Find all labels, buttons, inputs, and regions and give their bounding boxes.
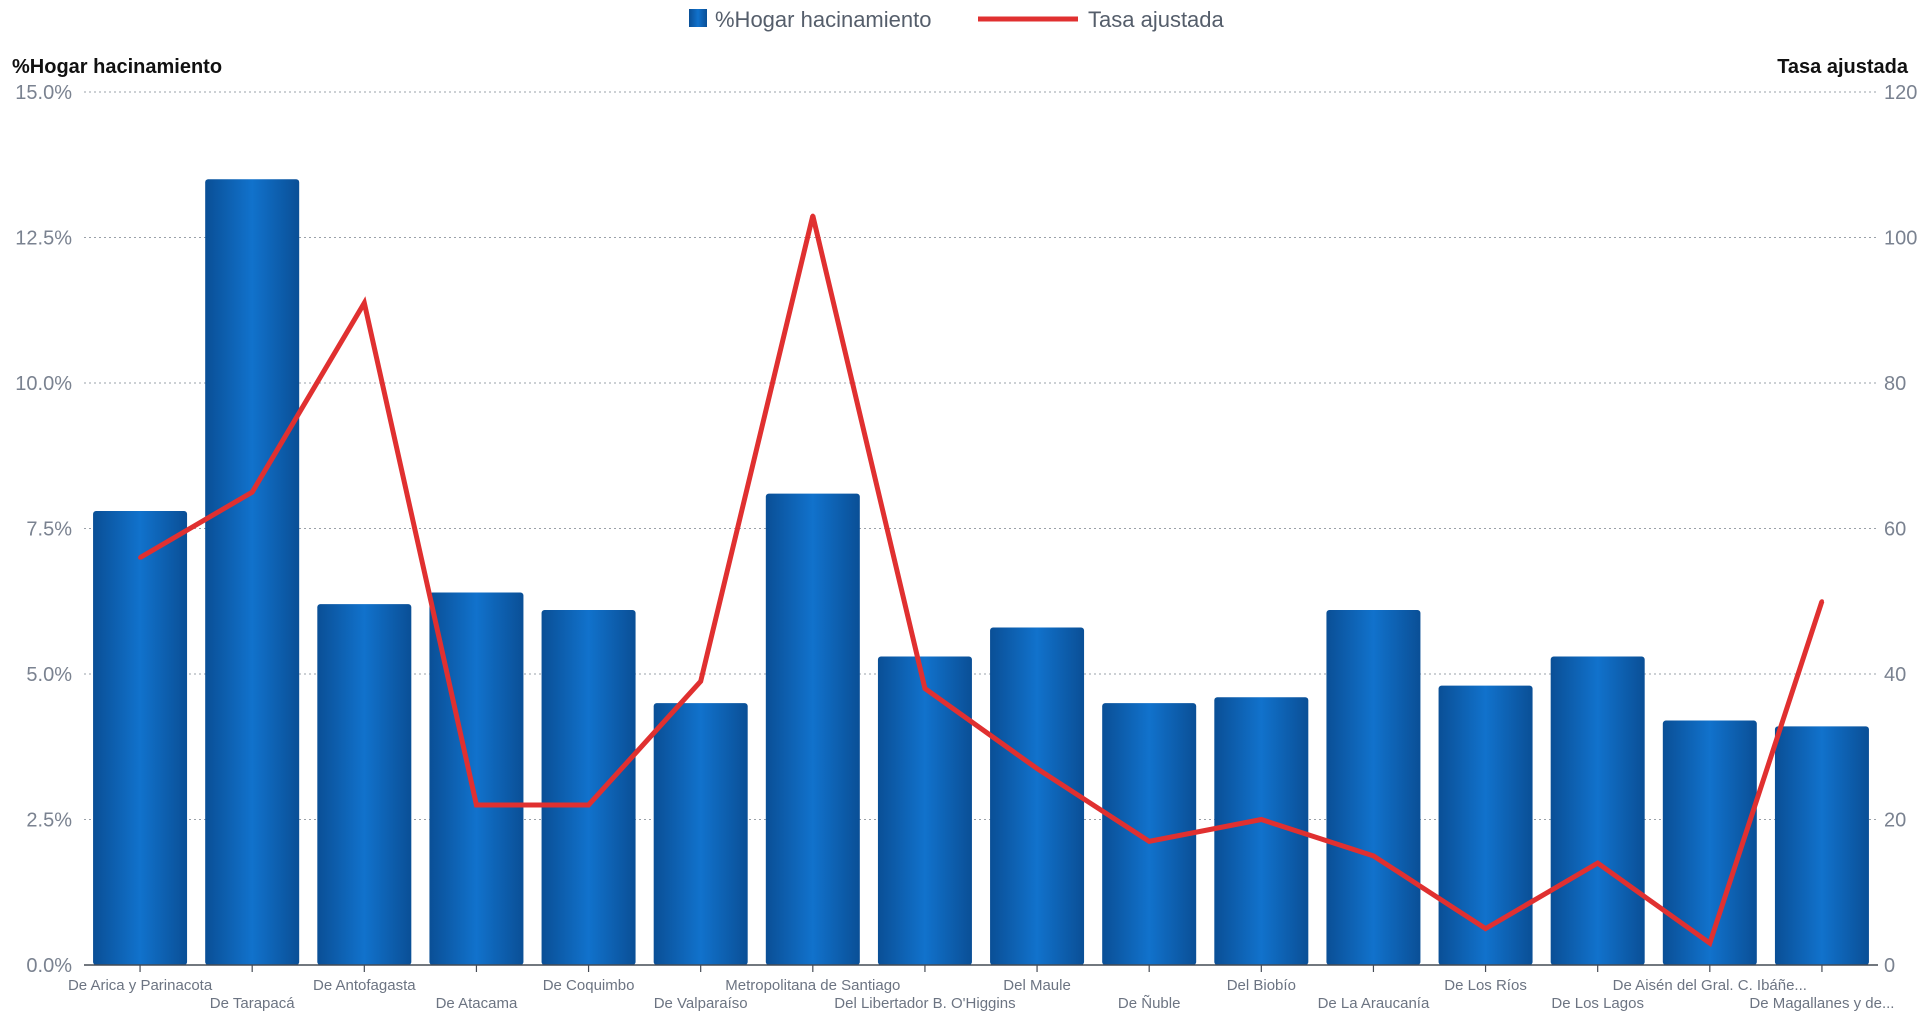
line-point [810, 213, 815, 218]
right-tick-label: 100 [1884, 228, 1917, 250]
line-point [1035, 766, 1040, 771]
bar-series [93, 179, 1869, 966]
line-path [138, 215, 1825, 948]
bar [317, 604, 412, 965]
line-point [250, 490, 255, 495]
line-point [1483, 926, 1488, 931]
right-tick-label: 80 [1884, 373, 1906, 395]
left-axis-ticks: 0.0% 2.5% 5.0% 7.5% 10.0% 12.5% 15.0% [15, 82, 72, 977]
left-tick-label: 12.5% [15, 228, 72, 250]
category-label: Del Biobío [1227, 977, 1296, 994]
line-point [362, 300, 367, 305]
category-label: De Ñuble [1118, 995, 1181, 1011]
left-tick-label: 5.0% [26, 664, 72, 686]
category-label: De Los Lagos [1551, 995, 1644, 1011]
bar [429, 592, 524, 965]
legend-label-bar: %Hogar hacinamiento [715, 7, 931, 32]
left-tick-label: 15.0% [15, 82, 72, 104]
bar [765, 493, 860, 965]
right-tick-label: 60 [1884, 519, 1906, 541]
category-label: De Los Ríos [1444, 977, 1527, 994]
line-point [1259, 817, 1264, 822]
bar [877, 656, 972, 965]
bar [205, 179, 300, 966]
bar [1774, 726, 1869, 965]
line-point [1819, 599, 1824, 604]
category-label: De Valparaíso [654, 995, 748, 1011]
bar [1326, 609, 1421, 965]
line-point [586, 802, 591, 807]
category-label: De Atacama [436, 995, 518, 1011]
line-point [698, 679, 703, 684]
left-tick-label: 10.0% [15, 373, 72, 395]
right-tick-label: 0 [1884, 955, 1895, 977]
right-tick-label: 120 [1884, 82, 1917, 104]
legend-label-line: Tasa ajustada [1088, 7, 1225, 32]
category-label: De Antofagasta [313, 977, 416, 994]
category-label: De Aisén del Gral. C. Ibáñe... [1613, 977, 1807, 994]
line-point [138, 555, 143, 560]
legend-swatch-bar [689, 9, 707, 27]
category-label: Metropolitana de Santiago [725, 977, 900, 994]
right-axis-title: Tasa ajustada [1777, 56, 1909, 78]
right-tick-label: 40 [1884, 664, 1906, 686]
left-tick-label: 7.5% [26, 519, 72, 541]
bar [541, 609, 636, 965]
category-label: Del Libertador B. O'Higgins [834, 995, 1015, 1011]
bar [1662, 720, 1757, 965]
line-point [1371, 853, 1376, 858]
legend[interactable]: %Hogar hacinamiento Tasa ajustada [689, 7, 1225, 32]
line-series [138, 213, 1825, 948]
right-axis-ticks: 0 20 40 60 80 100 120 [1884, 82, 1917, 977]
left-tick-label: 2.5% [26, 810, 72, 832]
bar [1102, 703, 1197, 965]
bar [653, 703, 748, 965]
bar [990, 627, 1085, 965]
category-label: De Arica y Parinacota [68, 977, 213, 994]
category-label: De Coquimbo [543, 977, 635, 994]
line-point [474, 802, 479, 807]
bar [1214, 697, 1309, 965]
left-axis-title: %Hogar hacinamiento [12, 56, 222, 78]
right-tick-label: 20 [1884, 810, 1906, 832]
bar [1550, 656, 1645, 965]
bar [93, 511, 188, 965]
line-point [1707, 941, 1712, 946]
category-label: De Magallanes y de... [1749, 995, 1894, 1011]
line-point [922, 686, 927, 691]
category-label: De La Araucanía [1318, 995, 1430, 1011]
bar [1438, 685, 1533, 965]
line-point [1595, 861, 1600, 866]
left-tick-label: 0.0% [26, 955, 72, 977]
category-label: Del Maule [1003, 977, 1071, 994]
x-axis-ticks [139, 965, 1823, 972]
line-point [1147, 839, 1152, 844]
category-label: De Tarapacá [210, 995, 295, 1011]
